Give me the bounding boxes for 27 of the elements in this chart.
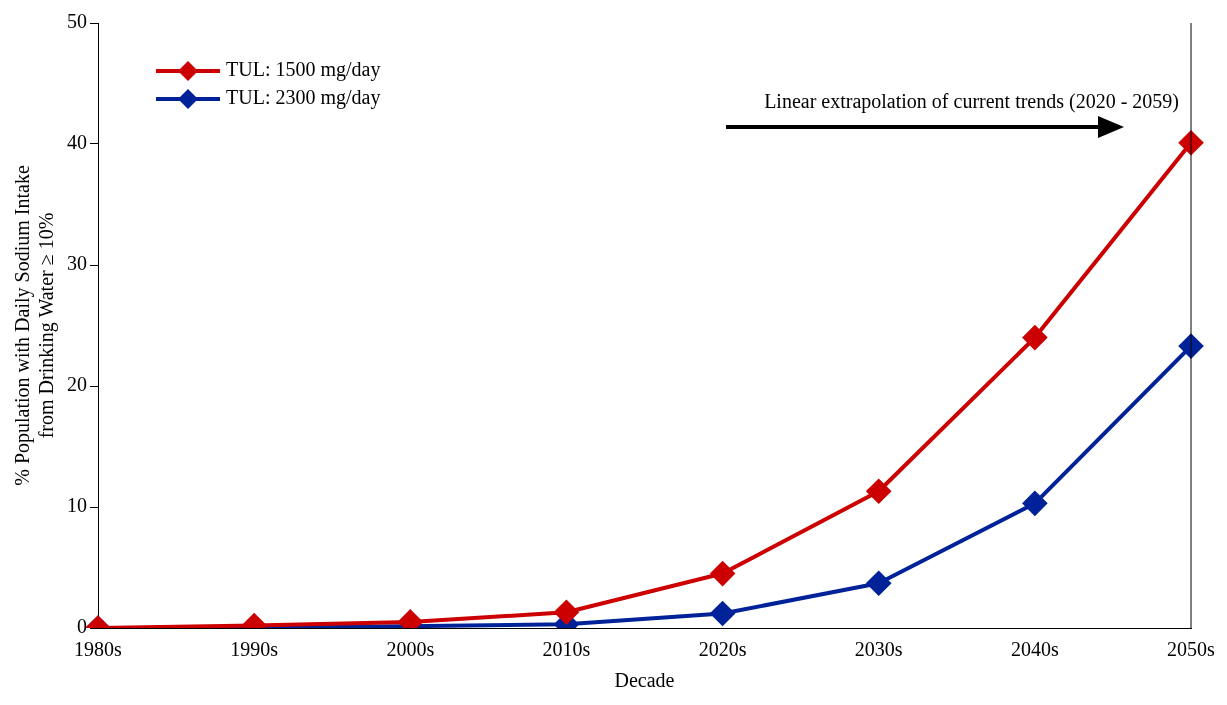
x-axis-title: Decade bbox=[614, 669, 675, 692]
x-tick-label: 2000s bbox=[386, 638, 435, 661]
x-tick-label: 2020s bbox=[698, 638, 747, 661]
legend-label: TUL: 2300 mg/day bbox=[226, 86, 381, 110]
y-tick-label: 0 bbox=[77, 615, 87, 638]
point bbox=[1022, 325, 1047, 350]
point bbox=[1179, 130, 1203, 155]
point bbox=[866, 479, 891, 504]
y-tick-label: 20 bbox=[67, 373, 87, 396]
y-tick-label: 50 bbox=[67, 10, 87, 33]
x-tick-label: 1990s bbox=[230, 638, 279, 661]
point bbox=[1022, 491, 1047, 516]
point bbox=[710, 601, 735, 626]
y-axis-title: % Population with Daily Sodium Intake from Drinking Water ≥ 10% bbox=[11, 165, 59, 486]
x-tick-label: 2040s bbox=[1010, 638, 1059, 661]
x-tick-label: 2030s bbox=[854, 638, 903, 661]
point bbox=[554, 600, 579, 625]
legend-label: TUL: 1500 mg/day bbox=[226, 58, 381, 82]
y-tick-label: 30 bbox=[67, 252, 87, 275]
point bbox=[710, 561, 735, 586]
y-tick-label: 10 bbox=[67, 494, 87, 517]
annotation: Linear extrapolation of current trends (2020 - 2059) bbox=[764, 90, 1179, 114]
y-tick-label: 40 bbox=[67, 131, 87, 154]
point bbox=[866, 571, 891, 596]
x-tick-label: 2010s bbox=[542, 638, 591, 661]
x-tick-label: 2050s bbox=[1167, 638, 1216, 661]
x-tick-label: 1980s bbox=[74, 638, 123, 661]
